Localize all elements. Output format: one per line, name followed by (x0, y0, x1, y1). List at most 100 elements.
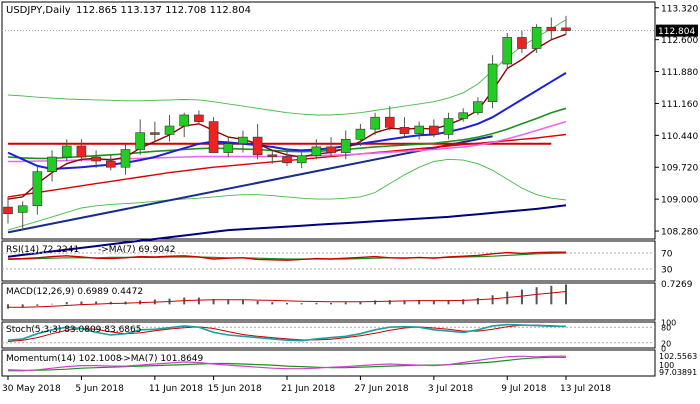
x-tick-label: 30 May 2018 (2, 384, 61, 394)
candle-bearish[interactable] (282, 156, 292, 164)
candle-bearish[interactable] (326, 146, 336, 153)
chart-symbol-label: USDJPY,Daily (6, 5, 71, 16)
candle-bullish[interactable] (311, 146, 322, 157)
candle-bearish[interactable] (517, 37, 527, 49)
macd-panel[interactable]: 0.7269 MACD(12,26,9) 0.6989 0.4472 (6, 280, 693, 309)
candle-bullish[interactable] (458, 112, 469, 119)
price-frame (1, 1, 656, 240)
price-ytick-label: 111.160 (661, 100, 698, 110)
price-ytick-label: 113.320 (661, 4, 698, 14)
price-ytick-label: 110.440 (661, 132, 698, 142)
candle-bearish[interactable] (384, 116, 395, 128)
current-price-box (656, 24, 698, 37)
momentum-title: Momentum(14) 102.1008 (6, 354, 122, 364)
macd-signal-line (8, 291, 567, 308)
price-ytick-label: 109.720 (661, 164, 698, 174)
candle-bullish[interactable] (531, 26, 542, 49)
momentum-line (8, 355, 566, 372)
candle-bullish[interactable] (32, 171, 43, 207)
macd-frame (1, 282, 656, 321)
price-ytick-label: 111.880 (661, 68, 698, 78)
x-tick-label: 3 Jul 2018 (428, 384, 473, 394)
rsi-title: RSI(14) 72.2241 (6, 245, 79, 255)
trendline-support (7, 135, 493, 234)
x-tick-label: 9 Jul 2018 (501, 384, 546, 394)
candle-bearish[interactable] (252, 136, 263, 156)
candle-bearish[interactable] (194, 114, 204, 122)
candle-bullish[interactable] (443, 118, 454, 135)
stoch-ytick-label: 100 (661, 319, 676, 328)
candle-bearish[interactable] (150, 132, 160, 135)
candle-bearish[interactable] (76, 145, 87, 158)
candle-bullish[interactable] (502, 37, 513, 65)
candle-bullish[interactable] (47, 156, 57, 172)
momentum-ytick-label: 102.5563 (659, 352, 697, 361)
envelope-upper-line (7, 19, 567, 116)
stoch-ytick-label: 20 (661, 339, 671, 348)
momentum-ma-line (7, 356, 566, 371)
x-tick-label: 11 Jun 2018 (149, 384, 203, 394)
x-tick-label: 21 Jun 2018 (281, 384, 335, 394)
rsi-ytick-label: 70 (661, 250, 673, 260)
price-ytick-label: 108.280 (661, 228, 698, 238)
x-axis: 30 May 2018 5 Jun 2018 11 Jun 2018 15 Jun 2… (2, 376, 611, 394)
price-ytick-label: 112.600 (661, 36, 698, 46)
candle-bullish[interactable] (164, 125, 175, 135)
candle-bullish[interactable] (296, 155, 307, 164)
candle-bearish[interactable] (429, 125, 439, 135)
x-tick-label: 5 Jun 2018 (75, 384, 124, 394)
ma-dark-line (7, 204, 567, 258)
candle-bullish[interactable] (487, 63, 498, 102)
candle-bearish[interactable] (91, 156, 101, 162)
candle-bullish[interactable] (135, 132, 145, 150)
stoch-title: Stoch(5,3,3) 83.0809 83.6865 (6, 325, 141, 335)
candle-bearish[interactable] (546, 26, 557, 32)
candle-bullish[interactable] (17, 205, 28, 213)
rsi-ytick-label: 30 (661, 266, 673, 276)
price-panel[interactable]: 113.320 112.600 111.880 111.160 110.440 109.7… (2, 4, 698, 258)
candle-bearish[interactable] (267, 154, 278, 157)
candle-bullish[interactable] (61, 145, 72, 158)
stoch-frame (1, 321, 656, 349)
stoch-ytick-label: 80 (661, 324, 671, 333)
candle-bearish[interactable] (3, 206, 13, 215)
mom-frame (1, 349, 656, 377)
rsi-line (7, 251, 566, 261)
candle-bullish[interactable] (179, 114, 190, 127)
price-ytick-label: 109.000 (661, 196, 698, 206)
candle-bearish[interactable] (399, 127, 410, 134)
candle-bullish[interactable] (223, 143, 234, 153)
candle-bearish[interactable] (561, 27, 571, 31)
panel-frames (1, 1, 656, 377)
candle-bullish[interactable] (355, 128, 366, 140)
momentum-ytick-label: 100 (659, 361, 674, 370)
candle-bearish[interactable] (105, 160, 116, 168)
rsi-frame (1, 240, 656, 282)
candle-bullish[interactable] (473, 101, 483, 114)
x-tick-label: 13 Jul 2018 (560, 384, 611, 394)
x-tick-label: 27 Jun 2018 (354, 384, 408, 394)
momentum-ytick-label: 97.03891 (659, 368, 697, 377)
macd-ytick-label: 0.7269 (661, 280, 693, 290)
rsi-panel[interactable]: 70 30 RSI(14) 72.2241 ->MA(7) 69.9042 (2, 245, 673, 276)
current-price-label: 112.804 (658, 27, 695, 37)
candle-bullish[interactable] (238, 136, 248, 145)
candle-bullish[interactable] (340, 139, 351, 153)
chart-ohlc-label: 112.865 113.137 112.708 112.804 (76, 5, 251, 16)
stoch-main-line (7, 323, 567, 342)
x-tick-label: 15 Jun 2018 (208, 384, 262, 394)
candle-bearish[interactable] (208, 121, 219, 153)
candle-bullish[interactable] (370, 116, 380, 130)
envelope-lower-line (7, 158, 567, 231)
momentum-ma-label: ->MA(7) 101.8649 (120, 354, 204, 364)
stoch-ytick-label: 0 (661, 345, 666, 354)
candle-bullish[interactable] (414, 125, 424, 134)
rsi-ma-label: ->MA(7) 69.9042 (98, 245, 176, 255)
macd-title: MACD(12,26,9) 0.6989 0.4472 (6, 287, 143, 297)
candle-bullish[interactable] (120, 149, 131, 168)
